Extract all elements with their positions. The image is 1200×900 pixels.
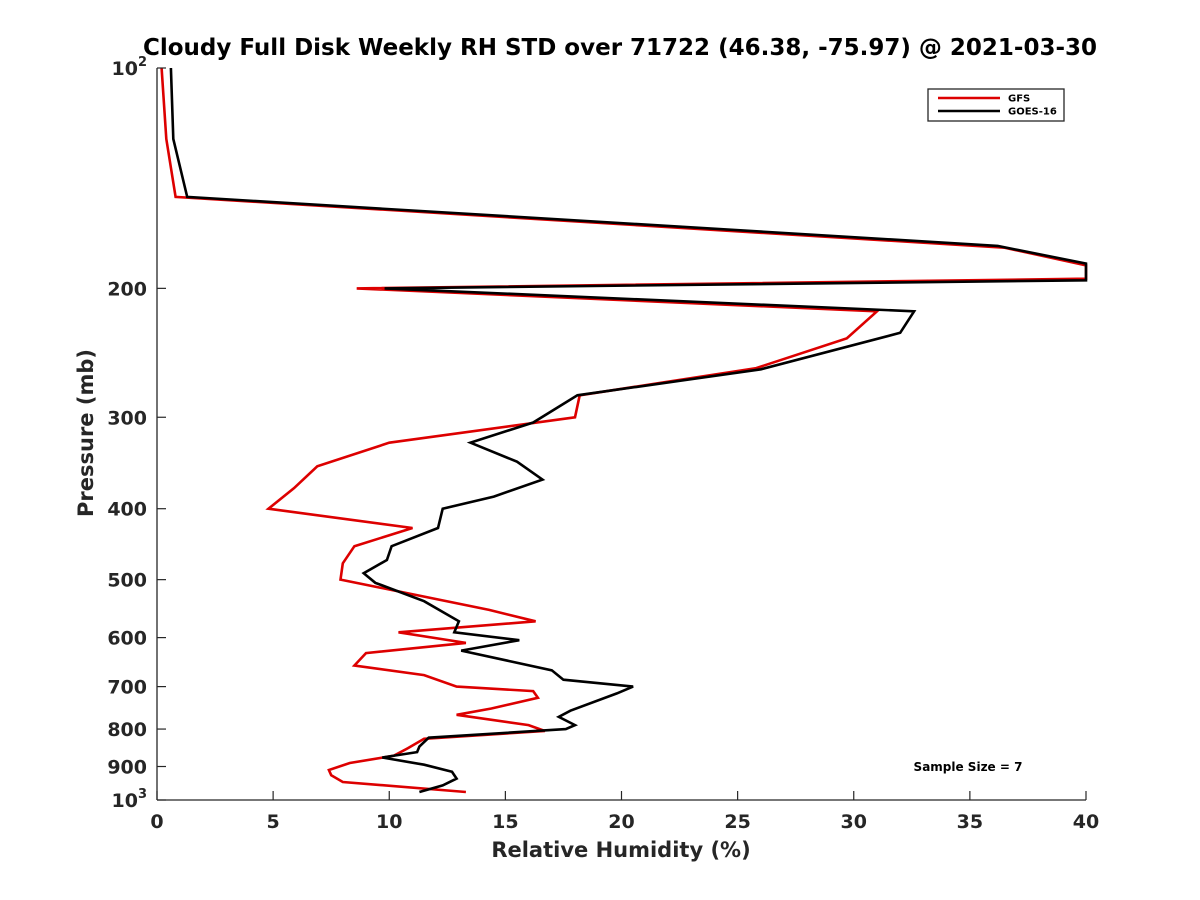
chart-title: Cloudy Full Disk Weekly RH STD over 7172… [143,35,1097,61]
x-tick-label: 20 [608,811,634,833]
y-tick-label: 102 [112,55,148,80]
y-tick-label: 600 [107,628,147,650]
y-tick-label: 103 [112,787,148,812]
y-tick-label: 500 [107,570,147,592]
y-axis-label: Pressure (mb) [74,349,98,517]
legend-box [927,88,1065,122]
series-line-goes-16 [169,67,1088,794]
x-tick-label: 35 [957,811,983,833]
y-tick-label: 300 [107,407,147,429]
x-tick-label: 15 [492,811,518,833]
sample-size-annotation: Sample Size = 7 [914,760,1023,774]
x-axis-label: Relative Humidity (%) [491,838,750,862]
x-tick-label: 25 [724,811,750,833]
y-tick-label: 400 [107,499,147,521]
series-line-gfs [160,67,1088,794]
plot-area [157,68,1086,800]
y-tick-label: 800 [107,719,147,741]
y-tick-label: 900 [107,757,147,779]
legend-label: GOES-16 [1008,107,1057,118]
legend: GFS GOES-16 [927,88,1065,122]
legend-label: GFS [1008,94,1030,105]
x-tick-label: 30 [841,811,867,833]
axes-layer: 0 5 10 15 20 25 30 35 40 102 200 300 400 500 600 700 800… [107,55,1099,833]
x-tick-label: 10 [376,811,402,833]
x-tick-label: 5 [267,811,280,833]
y-tick-label: 700 [107,677,147,699]
series-layer [160,67,1088,794]
x-tick-label: 0 [150,811,163,833]
y-tick-label: 200 [107,278,147,300]
x-tick-label: 40 [1073,811,1099,833]
plot-background [157,68,1086,800]
